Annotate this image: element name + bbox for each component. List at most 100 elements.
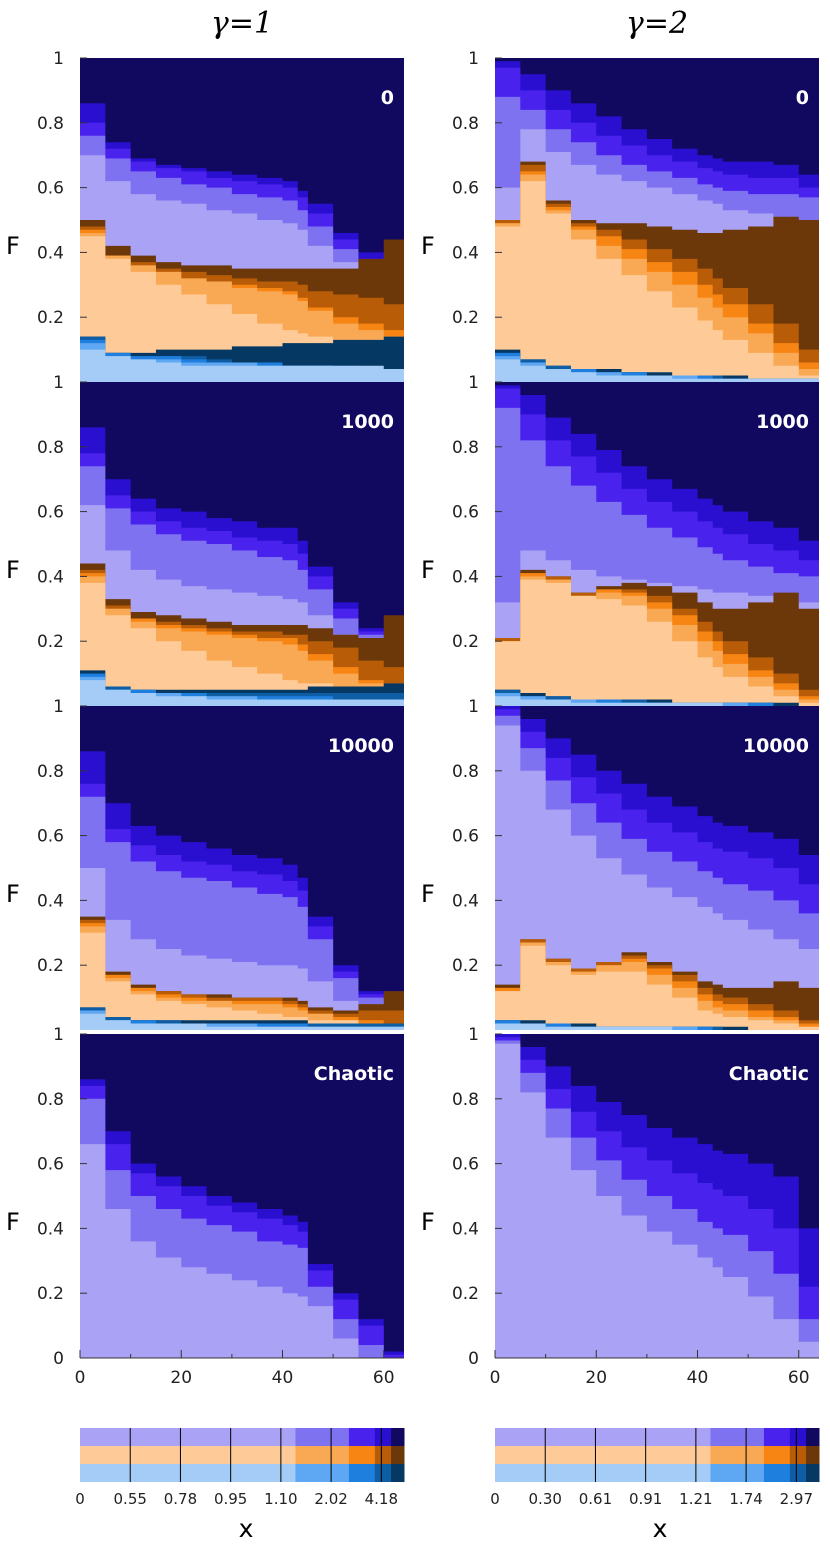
band-slow-1 [80,349,404,382]
y-tick-label: 1 [468,697,479,717]
x-axis-label-left: x [239,1514,254,1543]
colorbar-cell [374,1464,392,1482]
panel-label: Chaotic [729,1063,809,1085]
axes: 1 0.8 0.6 0.4 0.2 F 1 0.8 0.6 0.4 0.2 F 1 0.8 0.6 0.4 0.… [6,49,819,1388]
colorbar-tick-label: 0.78 [164,1490,197,1508]
y-tick-label: 0.8 [452,1090,479,1110]
y-tick-label: 1 [53,1025,64,1045]
colorbar-cell [710,1428,765,1446]
colorbar-cell [391,1428,405,1446]
y-tick-label: 0.6 [37,827,64,847]
band-slow-1 [80,1013,404,1030]
colorbar-cell [80,1428,296,1446]
x-tick-label: 20 [170,1368,192,1388]
x-tick-label: 0 [75,1368,86,1388]
panel-grid: 0 1000 10000 Chaotic 0 1000 10000 Chaotic [80,58,819,1358]
x-tick-label: 40 [272,1368,294,1388]
colorbar-cell [710,1464,765,1482]
y-axis-label: F [6,1208,20,1236]
colorbar-1: 0 0.30 0.61 0.91 1.21 1.74 2.97 [490,1428,820,1508]
band-slow-1 [80,680,404,706]
colorbars: 0 0.55 0.78 0.95 1.10 2.02 4.18 0 0.30 0.61 0.91 1.… [75,1428,820,1508]
panel-c0-r0 [80,58,404,383]
y-tick-label: 0.4 [37,567,64,587]
colorbar-cell [374,1428,392,1446]
y-tick-label: 0.2 [452,1284,479,1304]
y-tick-label: 0.2 [37,956,64,976]
y-tick-label: 0.8 [452,438,479,458]
y-tick-label: 1 [468,1025,479,1045]
colorbar-cell [295,1464,350,1482]
y-axis-label: F [6,880,20,908]
x-tick-label: 0 [490,1368,501,1388]
colorbar-tick-label: 4.18 [365,1490,398,1508]
colorbar-cell [763,1428,791,1446]
y-tick-label: 1 [53,697,64,717]
y-tick-label: 0 [53,1349,64,1369]
colorbar-tick-label: 2.97 [780,1490,813,1508]
colorbar-tick-label: 0.55 [114,1490,147,1508]
band-mid-1 [80,582,404,706]
colorbar-cell [374,1446,392,1464]
colorbar-cell [391,1464,405,1482]
y-tick-label: 0.4 [37,1219,64,1239]
band-mid-1 [80,932,404,1030]
colorbar-tick-label: 2.02 [314,1490,347,1508]
colorbar-cell [295,1428,350,1446]
y-tick-label: 1 [468,49,479,69]
x-tick-label: 20 [585,1368,607,1388]
y-tick-label: 0.2 [452,308,479,328]
colorbar-tick-label: 0.95 [214,1490,247,1508]
y-tick-label: 1 [468,373,479,393]
y-tick-label: 0.6 [452,1155,479,1175]
colorbar-cell [806,1428,820,1446]
panel-c0-r2 [80,706,404,1030]
y-axis-label: F [6,556,20,584]
x-axis-label-right: x [653,1514,668,1543]
colorbar-cell [80,1464,296,1482]
colorbar-cell [763,1446,791,1464]
colorbar-cell [348,1446,376,1464]
colorbar-0: 0 0.55 0.78 0.95 1.10 2.02 4.18 [75,1428,405,1508]
y-tick-label: 0.8 [37,438,64,458]
colorbar-cell [295,1446,350,1464]
colorbar-tick-label: 1.10 [264,1490,297,1508]
y-tick-label: 0.2 [37,632,64,652]
band-slow-1 [495,696,819,706]
panel-c1-r3 [495,1034,819,1358]
panel-c1-r2 [495,706,819,1030]
colorbar-cell [495,1428,711,1446]
y-tick-label: 0.2 [37,308,64,328]
colorbar-tick-label: 0 [75,1490,85,1508]
panel-label: 10000 [328,735,394,757]
band-mid-1 [495,945,819,1030]
panel-c0-r3 [80,1034,404,1358]
colorbar-cell [495,1464,711,1482]
colorbar-cell [348,1428,376,1446]
y-tick-label: 0 [468,1349,479,1369]
band-slow-1 [495,1023,819,1030]
y-axis-label: F [421,232,435,260]
y-tick-label: 0.2 [37,1284,64,1304]
y-tick-label: 0.6 [452,179,479,199]
x-tick-label: 60 [788,1368,810,1388]
band-slow-1 [495,359,819,382]
y-tick-label: 1 [53,373,64,393]
y-tick-label: 0.6 [37,179,64,199]
band-fast-1 [495,1043,819,1358]
y-tick-label: 0.8 [37,762,64,782]
colorbar-tick-label: 1.74 [729,1490,762,1508]
y-axis-label: F [6,232,20,260]
y-tick-label: 0.6 [37,1155,64,1175]
y-axis-label: F [421,1208,435,1236]
y-tick-label: 1 [53,49,64,69]
colorbar-cell [806,1446,820,1464]
colorbar-cell [789,1446,807,1464]
band-mid-1 [495,579,819,706]
y-tick-label: 0.6 [452,827,479,847]
y-tick-label: 0.4 [452,891,479,911]
colorbar-tick-label: 1.21 [679,1490,712,1508]
y-tick-label: 0.6 [37,503,64,523]
colorbar-cell [806,1464,820,1482]
y-tick-label: 0.6 [452,503,479,523]
